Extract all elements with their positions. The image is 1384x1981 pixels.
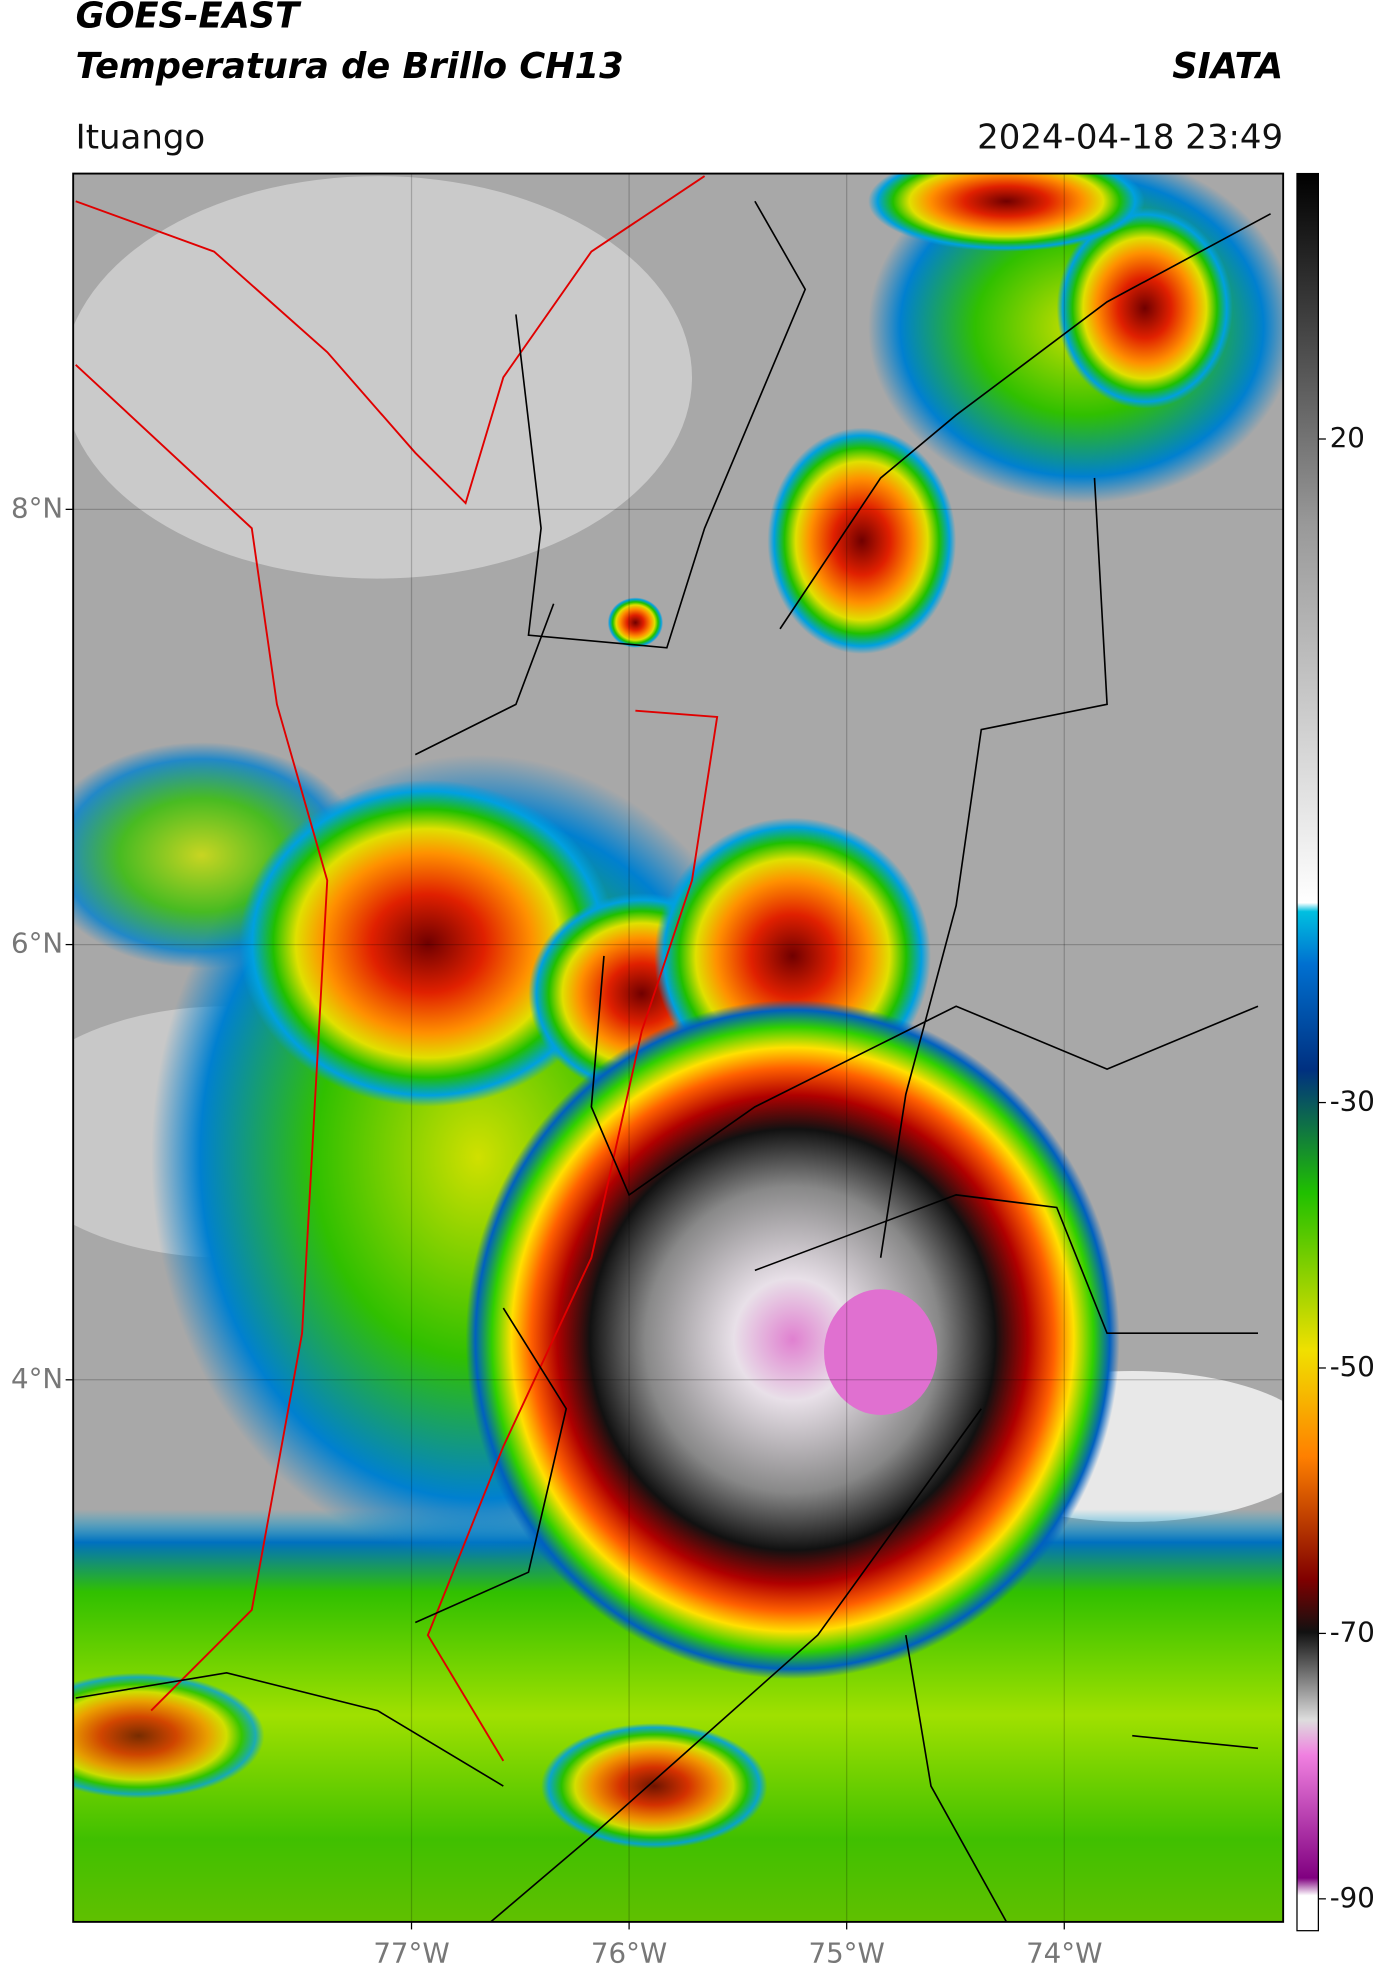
org: SIATA bbox=[1172, 46, 1283, 87]
title-line2: Temperatura de Brillo CH13 bbox=[76, 46, 624, 87]
colorbar-tick-label: -70 bbox=[1330, 1615, 1375, 1648]
map-frame bbox=[72, 172, 1285, 1923]
satellite-image bbox=[73, 173, 1284, 1922]
x-tick-label: 77°W bbox=[373, 1937, 449, 1970]
y-tick-label: 8°N bbox=[11, 491, 63, 524]
x-tick-label: 75°W bbox=[808, 1937, 884, 1970]
colorbar-tick-label: -50 bbox=[1330, 1350, 1375, 1383]
grid bbox=[73, 173, 1284, 1922]
title-line1: GOES-EAST bbox=[76, 0, 302, 37]
datetime: 2024-04-18 23:49 bbox=[977, 117, 1283, 157]
y-tick-label: 4°N bbox=[11, 1362, 63, 1395]
x-tick-label: 74°W bbox=[1026, 1937, 1102, 1970]
colorbar-tick-label: -90 bbox=[1330, 1881, 1375, 1914]
x-tick-label: 76°W bbox=[591, 1937, 667, 1970]
y-tick-label: 6°N bbox=[11, 927, 63, 960]
colorbar-tick-label: -30 bbox=[1330, 1085, 1375, 1118]
colorbar-tick-label: 20 bbox=[1330, 421, 1365, 454]
location: Ituango bbox=[76, 117, 206, 157]
colorbar bbox=[1296, 172, 1320, 1932]
